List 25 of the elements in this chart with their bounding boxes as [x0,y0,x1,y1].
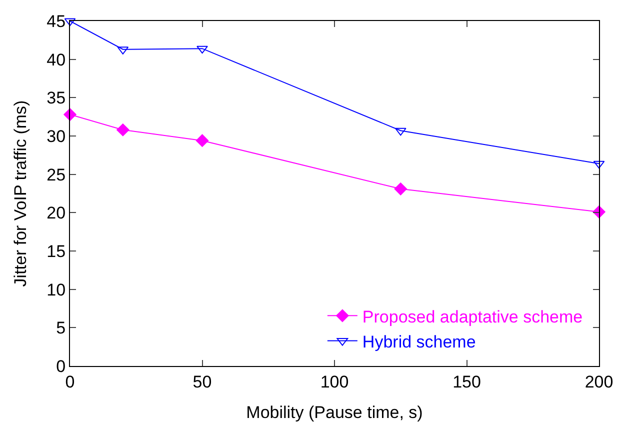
legend-label: Proposed adaptative scheme [362,307,583,326]
y-tick-label: 15 [46,242,66,261]
y-tick-label: 10 [46,280,66,300]
x-tick-label: 200 [584,372,614,392]
point [196,46,208,54]
y-tick-label: 20 [46,204,66,223]
x-axis-title: Mobility (Pause time, s) [246,402,423,422]
point [593,160,605,169]
point [394,182,407,196]
y-tick-label: 25 [46,165,66,184]
y-tick-label: 0 [56,356,66,376]
y-tick-label: 30 [46,126,66,146]
y-tick-label: 45 [46,12,66,31]
point [116,124,130,136]
point [196,134,209,147]
x-tick-label: 50 [192,372,212,392]
y-axis-title: Jitter for VoIP traffic (ms) [11,100,30,287]
y-tick-label: 40 [46,50,66,70]
point [64,108,76,121]
x-tick-label: 150 [452,372,481,392]
legend-label: Hybrid scheme [362,332,476,352]
y-tick-label: 5 [56,318,66,338]
x-tick-label: 100 [320,372,349,392]
point [394,128,406,136]
y-tick-label: 35 [46,88,66,108]
